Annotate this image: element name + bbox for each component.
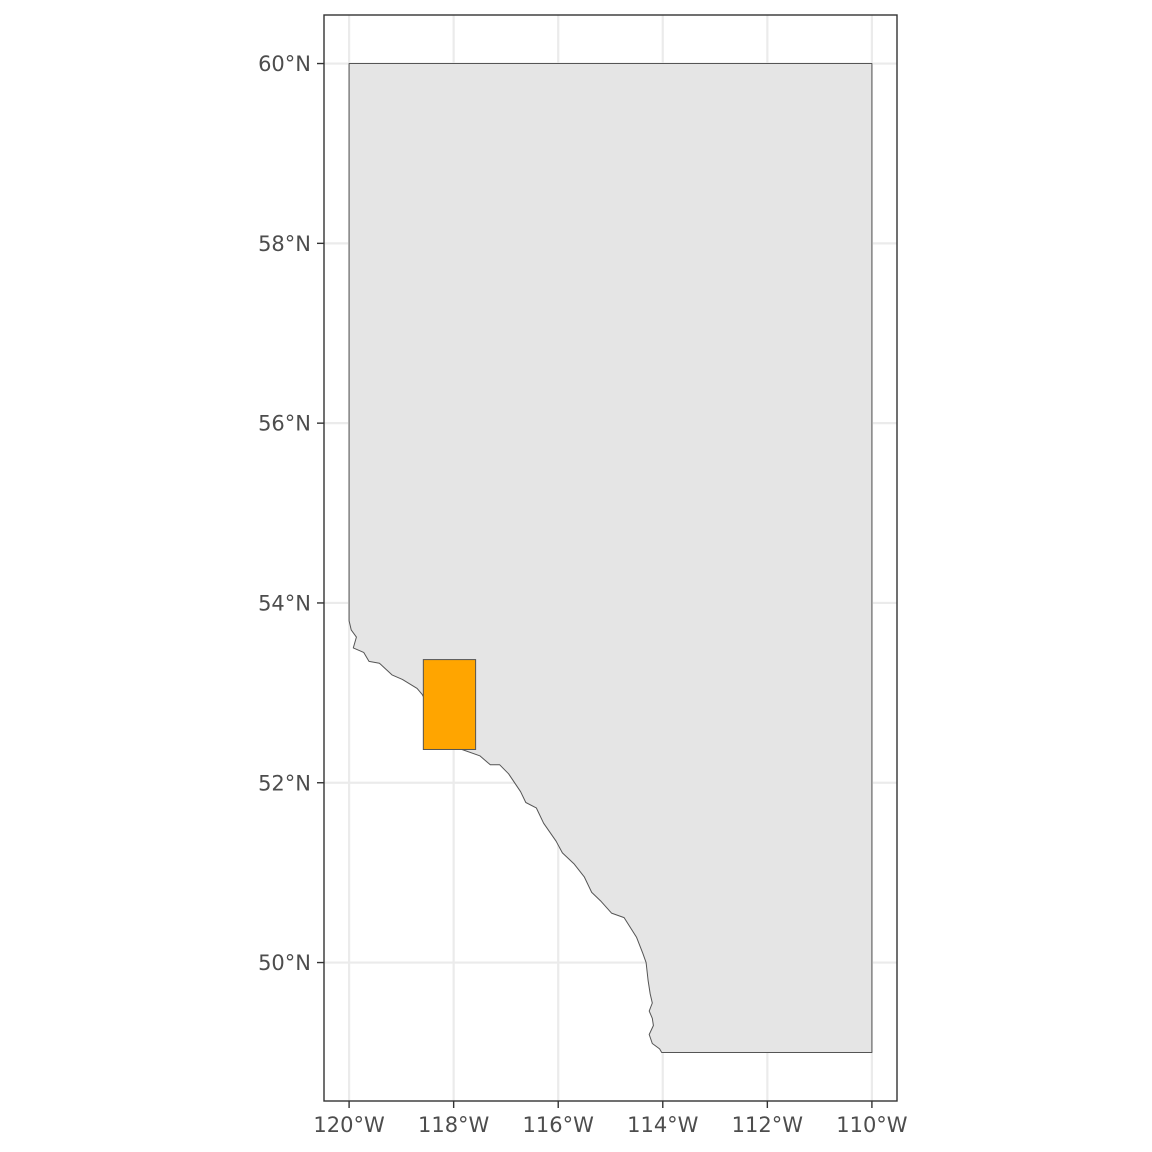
panel-frame xyxy=(323,14,898,1102)
x-tick-label: 120°W xyxy=(313,1113,385,1137)
x-tick-label: 116°W xyxy=(523,1113,595,1137)
y-tick-label: 54°N xyxy=(258,591,311,615)
x-tick-label: 112°W xyxy=(732,1113,804,1137)
axes: 120°W 118°W 116°W 114°W 112°W 110°W 50°N 52°N 54… xyxy=(258,52,908,1137)
y-tick-label: 50°N xyxy=(258,951,311,975)
y-tick-label: 52°N xyxy=(258,771,311,795)
y-tick-label: 60°N xyxy=(258,52,311,76)
highlight-rectangle xyxy=(422,659,477,750)
highlight-layer xyxy=(422,659,477,750)
province-layer xyxy=(348,63,873,1053)
panel-border xyxy=(323,14,898,1102)
x-tick-label: 110°W xyxy=(836,1113,908,1137)
y-tick-label: 58°N xyxy=(258,232,311,256)
y-tick-label: 56°N xyxy=(258,412,311,436)
province-polygon xyxy=(348,63,873,1053)
x-tick-label: 118°W xyxy=(418,1113,490,1137)
x-tick-label: 114°W xyxy=(627,1113,699,1137)
